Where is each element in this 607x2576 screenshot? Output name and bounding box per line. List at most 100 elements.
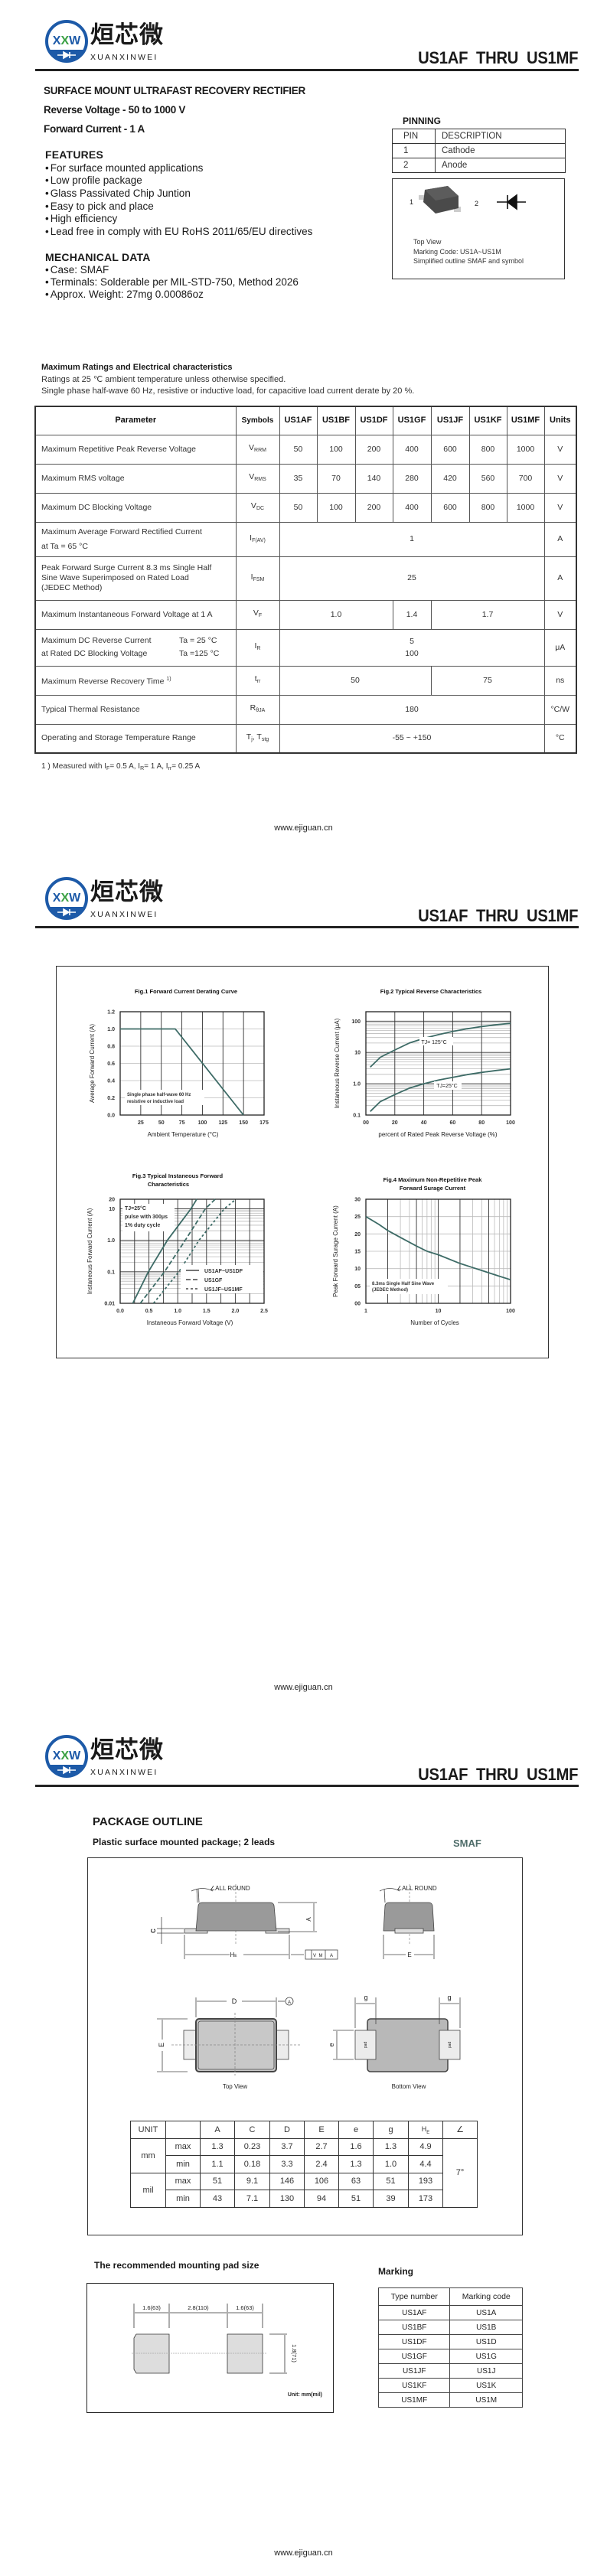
table-row: Maximum RMS voltage VRMS 35 70 140 280 4… xyxy=(34,463,577,494)
kind-cell: min xyxy=(165,2155,201,2173)
type-number: US1GF xyxy=(377,2349,451,2364)
value-cell: 51 xyxy=(338,2190,374,2208)
chart-fig3: 0.0 0.5 1.0 1.5 2.0 2.5 0.01 0.1 1.0 10 20 TJ=25°C p… xyxy=(86,1172,268,1326)
col-header: US1KF xyxy=(468,406,507,435)
marking-code: US1M xyxy=(449,2392,523,2408)
x-tick-label: 2.5 xyxy=(260,1309,268,1314)
pinning-heading: PINNING xyxy=(403,116,442,126)
symbol-cell: IFSM xyxy=(235,556,280,601)
col-header: D xyxy=(269,2121,305,2139)
value-cell: 1000 xyxy=(506,434,545,465)
ratings-note: Ratings at 25 ℃ ambient temperature unle… xyxy=(41,375,286,384)
table-header-row: UNIT A C D E e g HE ∠ xyxy=(130,2121,478,2139)
chart-annotation: resistive or inductive load xyxy=(127,1100,184,1104)
plot-frame xyxy=(119,1198,265,1304)
pin-number: 1 xyxy=(392,143,436,158)
value-cell: 25 xyxy=(279,556,545,601)
unit-cell: V xyxy=(543,434,577,465)
value-cell: 600 xyxy=(430,434,470,465)
x-tick-label: 100 xyxy=(506,1309,515,1314)
footer-url[interactable]: www.ejiguan.cn xyxy=(274,823,333,833)
mechanical-item: Approx. Weight: 27mg 0.00086oz xyxy=(45,289,204,301)
value-cell: 173 xyxy=(408,2190,443,2208)
table-row: Maximum Instantaneous Forward Voltage at… xyxy=(34,599,577,630)
col-header: US1GF xyxy=(392,406,432,435)
mounting-pad-drawing: 1.6(63) 2.8(110) 1.6(63) 1.8(71) Unit: m… xyxy=(132,2304,322,2398)
chart-fig2: 00 20 40 60 80 100 0.1 1.0 10 100 TJ= 125°C TJ=25°C… xyxy=(334,988,515,1138)
value-cell: 400 xyxy=(392,434,432,465)
y-tick-label: 10 xyxy=(109,1207,115,1212)
mechanical-item: Terminals: Solderable per MIL-STD-750, M… xyxy=(45,276,299,289)
x-axis-label: Number of Cycles xyxy=(410,1319,459,1326)
caption-line: Top View xyxy=(413,238,442,246)
x-tick-label: 60 xyxy=(450,1120,456,1126)
param-cell: Maximum Average Forward Rectified Curren… xyxy=(34,521,237,557)
caption-line: Simplified outline SMAF and symbol xyxy=(413,257,524,265)
type-number: US1DF xyxy=(377,2334,451,2349)
footer-url[interactable]: www.ejiguan.cn xyxy=(274,2548,333,2558)
col-header xyxy=(165,2121,201,2139)
top-view xyxy=(157,1997,300,2075)
table-row: mil max 51 9.1 146 106 63 51 193 xyxy=(130,2172,478,2208)
y-tick-label: 0.8 xyxy=(107,1045,115,1050)
feature-item: For surface mounted applications xyxy=(45,162,204,174)
value-cell: 200 xyxy=(354,434,393,465)
value-cell: 100 xyxy=(316,492,356,523)
y-tick-label: 1.2 xyxy=(107,1010,115,1016)
table-row: mm max 1.3 0.23 3.7 2.7 1.6 1.3 4.9 7° xyxy=(130,2137,478,2208)
y-axis-label: Average Forward Current (A) xyxy=(89,1024,96,1103)
unit-cell: A xyxy=(543,556,577,601)
ratings-table: Parameter Symbols US1AF US1BF US1DF US1G… xyxy=(34,406,577,754)
package-name: SMAF xyxy=(453,1837,481,1849)
value-cell: 43 xyxy=(200,2190,235,2208)
legend-label: US1AF~US1DF xyxy=(204,1269,243,1274)
pin-header: PIN xyxy=(392,129,436,144)
value-cell: 51 xyxy=(373,2172,409,2190)
y-tick-label: 100 xyxy=(351,1019,361,1025)
x-tick-label: 1.0 xyxy=(174,1309,181,1314)
series-label: TJ= 125°C xyxy=(421,1039,446,1045)
y-tick-label: 1.0 xyxy=(353,1082,361,1087)
chart-annotation: pulse with 300μs xyxy=(125,1215,168,1220)
x-axis-label: Instaneous Forward Voltage (V) xyxy=(147,1319,233,1326)
svg-text:XXW: XXW xyxy=(53,1749,81,1762)
type-number: US1AF xyxy=(377,2305,451,2320)
dim-A-label: A xyxy=(305,1917,312,1922)
package-outline-box xyxy=(87,1857,523,2235)
kind-cell: min xyxy=(165,2190,201,2208)
tolerance-m: M xyxy=(319,1954,323,1958)
table-row: min 43 7.1 130 94 51 39 173 xyxy=(131,2190,478,2208)
logo-mark-icon: XXW xyxy=(45,1735,88,1778)
feature-item: High efficiency xyxy=(45,213,118,225)
col-header: A xyxy=(200,2121,235,2139)
symbol-cell: VRRM xyxy=(235,434,280,465)
value-cell: 600 xyxy=(430,492,470,523)
value-cell: 180 xyxy=(279,694,545,725)
table-row: Maximum Average Forward Rectified Curren… xyxy=(34,521,577,557)
reverse-voltage-spec: Reverse Voltage - 50 to 1000 V xyxy=(44,104,186,116)
x-tick-label: 20 xyxy=(392,1120,398,1126)
unit-cell: μA xyxy=(543,628,577,667)
y-tick-label: 20 xyxy=(354,1232,361,1237)
value-cell: 700 xyxy=(506,463,545,494)
top-view-caption: Top View xyxy=(223,2083,248,2090)
tolerance-v: V xyxy=(313,1954,316,1958)
logo-en-text: XUANXINWEI xyxy=(90,53,158,62)
plot-frame xyxy=(365,1198,511,1304)
side-view xyxy=(157,1884,338,1960)
pin1-label: 1 xyxy=(410,198,414,206)
x-tick-label: 150 xyxy=(239,1120,248,1126)
footer-url[interactable]: www.ejiguan.cn xyxy=(274,1683,333,1692)
value-cell: 140 xyxy=(354,463,393,494)
table-row: US1KF US1K xyxy=(377,2378,523,2393)
col-header: US1BF xyxy=(316,406,356,435)
value-cell: 1.3 xyxy=(200,2137,235,2156)
mechanical-item: Case: SMAF xyxy=(45,264,109,276)
table-row: Maximum Reverse Recovery Time 1) trr 50 … xyxy=(34,665,577,696)
table-row: Typical Thermal Resistance RθJA 180 °C/W xyxy=(34,694,577,725)
value-cell: 0.23 xyxy=(234,2137,270,2156)
x-tick-label: 40 xyxy=(421,1120,427,1126)
unit-cell: °C/W xyxy=(543,694,577,725)
x-tick-label: 1 xyxy=(364,1309,367,1314)
x-tick-label: 0.5 xyxy=(145,1309,153,1314)
